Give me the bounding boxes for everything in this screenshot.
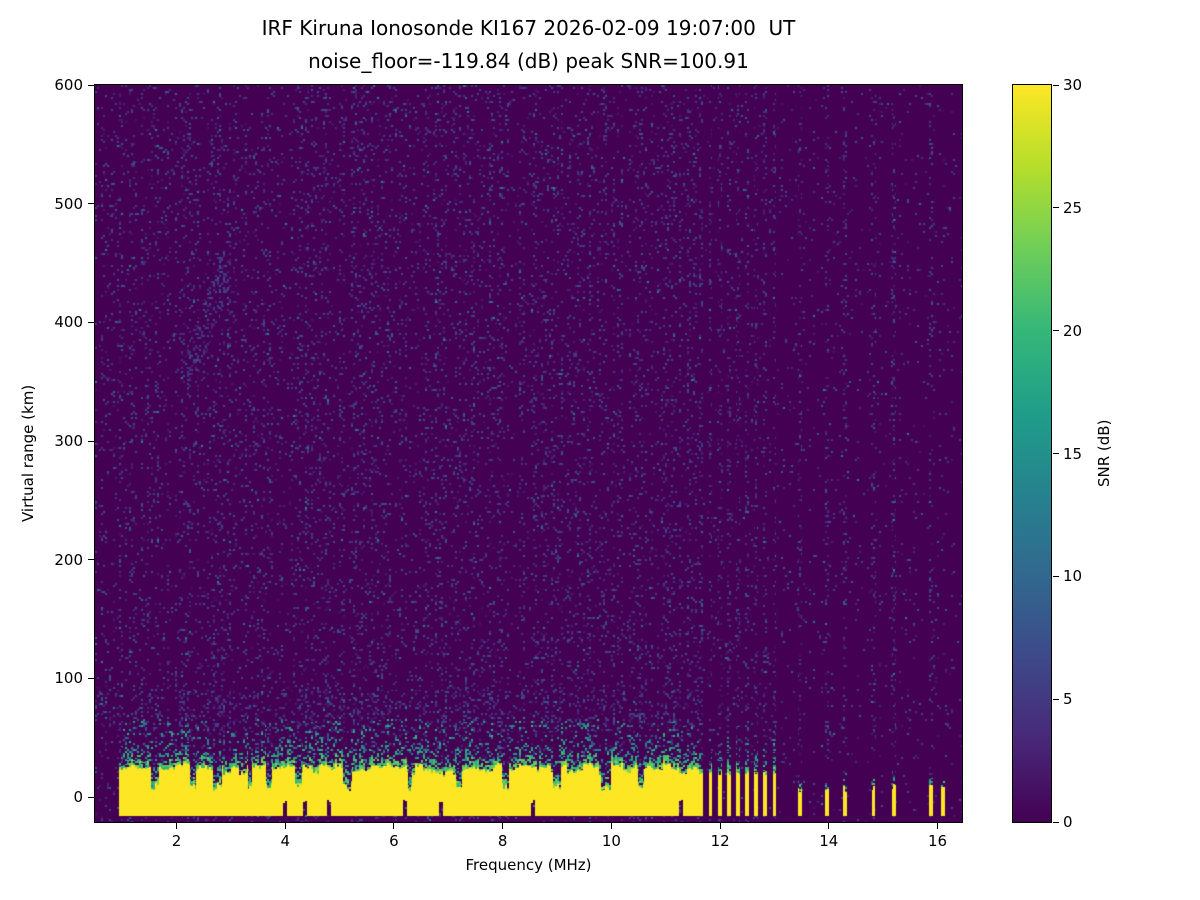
colorbar bbox=[1012, 84, 1052, 823]
colorbar-tick-mark bbox=[1053, 207, 1059, 209]
colorbar-tick-mark bbox=[1053, 698, 1059, 700]
x-tick-label: 2 bbox=[171, 832, 182, 850]
x-tick-mark bbox=[176, 823, 178, 829]
x-tick-label: 10 bbox=[601, 832, 621, 850]
x-tick-label: 6 bbox=[389, 832, 399, 850]
colorbar-tick-mark bbox=[1053, 453, 1059, 454]
y-tick-label: 600 bbox=[54, 76, 83, 94]
y-tick-mark bbox=[88, 321, 94, 323]
colorbar-tick-label: 0 bbox=[1063, 813, 1073, 831]
x-tick-mark bbox=[284, 823, 286, 829]
colorbar-tick-label: 5 bbox=[1063, 690, 1073, 709]
y-tick-mark bbox=[88, 84, 94, 86]
x-tick-mark bbox=[937, 823, 939, 829]
x-tick-mark bbox=[719, 823, 721, 829]
x-tick-label: 12 bbox=[710, 832, 730, 850]
y-tick-mark bbox=[88, 203, 94, 205]
x-tick-label: 16 bbox=[927, 832, 948, 850]
heatmap-plot-area bbox=[94, 84, 963, 823]
colorbar-tick-label: 20 bbox=[1063, 321, 1083, 340]
x-tick-label: 4 bbox=[280, 832, 291, 850]
y-tick-mark bbox=[88, 440, 94, 442]
y-tick-mark bbox=[88, 796, 94, 798]
y-tick-mark bbox=[88, 677, 94, 679]
heatmap-canvas bbox=[95, 85, 962, 822]
y-tick-label: 500 bbox=[54, 194, 83, 213]
x-tick-mark bbox=[828, 823, 830, 829]
y-tick-label: 300 bbox=[54, 432, 83, 451]
y-tick-label: 200 bbox=[54, 550, 83, 569]
y-tick-label: 100 bbox=[54, 669, 83, 688]
colorbar-tick-mark bbox=[1053, 330, 1059, 332]
x-tick-label: 8 bbox=[497, 832, 508, 850]
y-tick-mark bbox=[88, 559, 94, 561]
colorbar-tick-mark bbox=[1053, 84, 1059, 86]
colorbar-gradient bbox=[1013, 85, 1051, 822]
colorbar-tick-mark bbox=[1053, 575, 1059, 577]
chart-subtitle: noise_floor=-119.84 (dB) peak SNR=100.91 bbox=[308, 49, 749, 73]
colorbar-tick-mark bbox=[1053, 821, 1059, 823]
colorbar-label: SNR (dB) bbox=[1095, 419, 1113, 488]
y-tick-label: 0 bbox=[73, 788, 83, 807]
x-tick-mark bbox=[502, 823, 504, 829]
colorbar-tick-label: 25 bbox=[1063, 198, 1083, 217]
x-tick-label: 14 bbox=[819, 832, 839, 850]
colorbar-tick-label: 10 bbox=[1063, 567, 1083, 586]
x-tick-mark bbox=[610, 823, 612, 829]
x-axis-label: Frequency (MHz) bbox=[465, 856, 592, 874]
chart-title: IRF Kiruna Ionosonde KI167 2026-02-09 19… bbox=[261, 16, 796, 40]
colorbar-tick-label: 15 bbox=[1063, 444, 1083, 463]
x-tick-mark bbox=[393, 823, 395, 829]
y-tick-label: 400 bbox=[54, 313, 83, 332]
colorbar-tick-label: 30 bbox=[1063, 76, 1083, 94]
